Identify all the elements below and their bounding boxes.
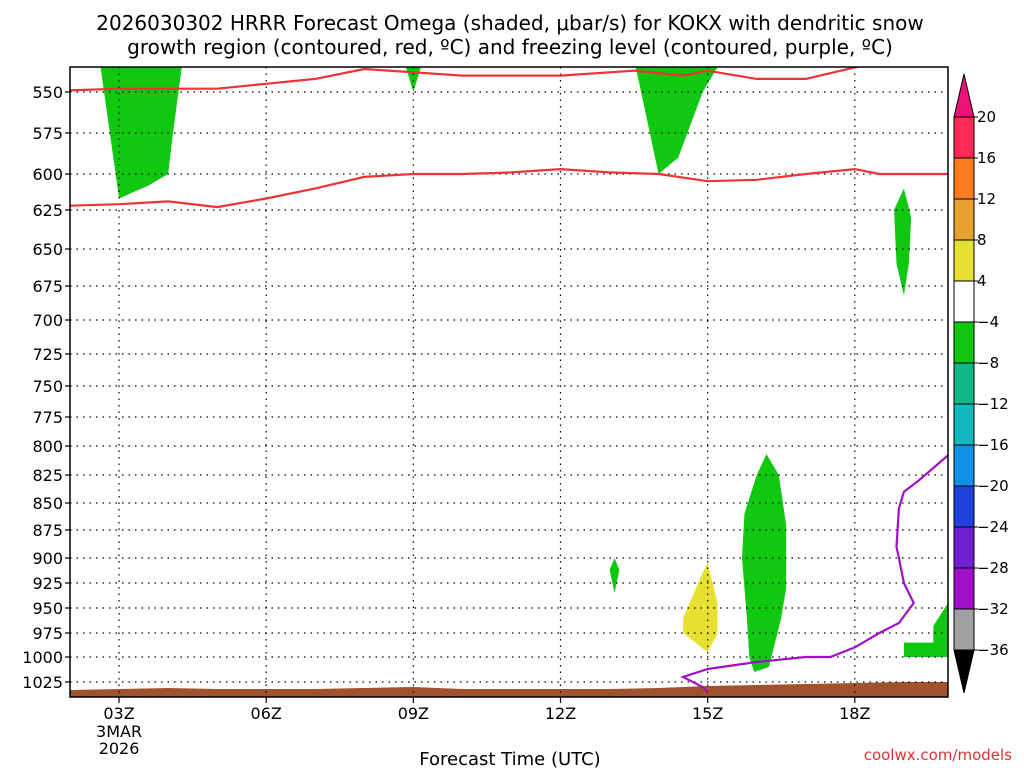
colorbar-label: −20 [977,477,1009,495]
colorbar-label: 16 [977,149,996,167]
y-tick-label: 900 [32,549,63,568]
colorbar-swatch [953,526,975,569]
omega-region-3 [635,67,718,174]
terrain-area [70,682,948,697]
colorbar-label: −28 [977,559,1009,577]
colorbar-swatch [953,321,975,364]
omega-region-7 [903,603,948,657]
colorbar-top-arrow [953,73,975,118]
credit-text[interactable]: coolwx.com/models [864,746,1012,764]
colorbar-swatch [953,444,975,487]
dendritic-line-1 [70,67,863,92]
y-tick-label: 675 [32,277,63,296]
plot-content [70,67,948,697]
colorbar-swatch [953,239,975,282]
colorbar-label: −36 [977,641,1009,659]
y-tick-label: 800 [32,437,63,456]
omega-region-1 [100,67,182,199]
y-tick-label: 925 [32,574,63,593]
x-tick-label: 03Z [103,704,134,723]
y-tick-label: 875 [32,521,63,540]
y-tick-label: 625 [32,201,63,220]
omega-region-8 [683,563,718,653]
chart-title-line2: growth region (contoured, red, ºC) and f… [127,35,893,59]
omega-region-6 [609,558,620,593]
omega-region-4 [894,188,912,296]
y-tick-label: 725 [32,345,63,364]
y-tick-label: 950 [32,599,63,618]
y-tick-label: 575 [32,124,63,143]
x-date-label: 2026 [99,739,140,758]
colorbar-label: −8 [977,354,999,372]
colorbar-swatch [953,362,975,405]
colorbar-swatch [953,116,975,159]
colorbar-label: 4 [977,272,987,290]
x-tick-label: 12Z [545,704,576,723]
y-tick-label: 975 [32,624,63,643]
colorbar-swatch [953,157,975,200]
colorbar-label: −32 [977,600,1009,618]
freezing-level-line [680,454,948,693]
colorbar-label: −12 [977,395,1009,413]
y-tick-label: 850 [32,494,63,513]
colorbar-label: 8 [977,231,987,249]
colorbar-swatch [953,198,975,241]
y-tick-label: 700 [32,311,63,330]
colorbar: 20 16 12 8 4 −4 −8 −12 −16 −20 −24 −28 −32 −36 [953,73,1009,694]
colorbar-label: −4 [977,313,999,331]
colorbar-swatch [953,280,975,323]
x-tick-label: 15Z [692,704,723,723]
plot-area [70,67,948,697]
y-tick-label: 600 [32,165,63,184]
colorbar-swatch [953,403,975,446]
y-tick-label: 550 [32,83,63,102]
dendritic-line-2 [70,167,948,209]
colorbar-label: 12 [977,190,996,208]
colorbar-swatch [953,485,975,528]
y-tick-label: 775 [32,408,63,427]
y-tick-label: 825 [32,466,63,485]
x-tick-label: 09Z [398,704,429,723]
y-tick-label: 750 [32,377,63,396]
x-axis-label: Forecast Time (UTC) [419,749,600,768]
x-tick-label: 18Z [839,704,870,723]
x-date-label: 3MAR [96,722,142,741]
plot-frame [69,66,949,698]
colorbar-label: −16 [977,436,1009,454]
colorbar-swatch [953,567,975,610]
chart-title-line1: 2026030302 HRRR Forecast Omega (shaded, … [96,11,923,35]
axes: 550 575 600 625 650 675 700 725 750 775 800 825 850 8… [22,66,949,758]
x-tick-label: 06Z [251,704,282,723]
y-tick-label: 1000 [22,648,63,667]
y-tick-label: 650 [32,240,63,259]
colorbar-swatch [953,608,975,651]
colorbar-label: −24 [977,518,1009,536]
y-tick-label: 1025 [22,673,63,692]
colorbar-bottom-arrow [953,649,975,694]
omega-region-5 [742,454,787,672]
colorbar-label: 20 [977,108,996,126]
